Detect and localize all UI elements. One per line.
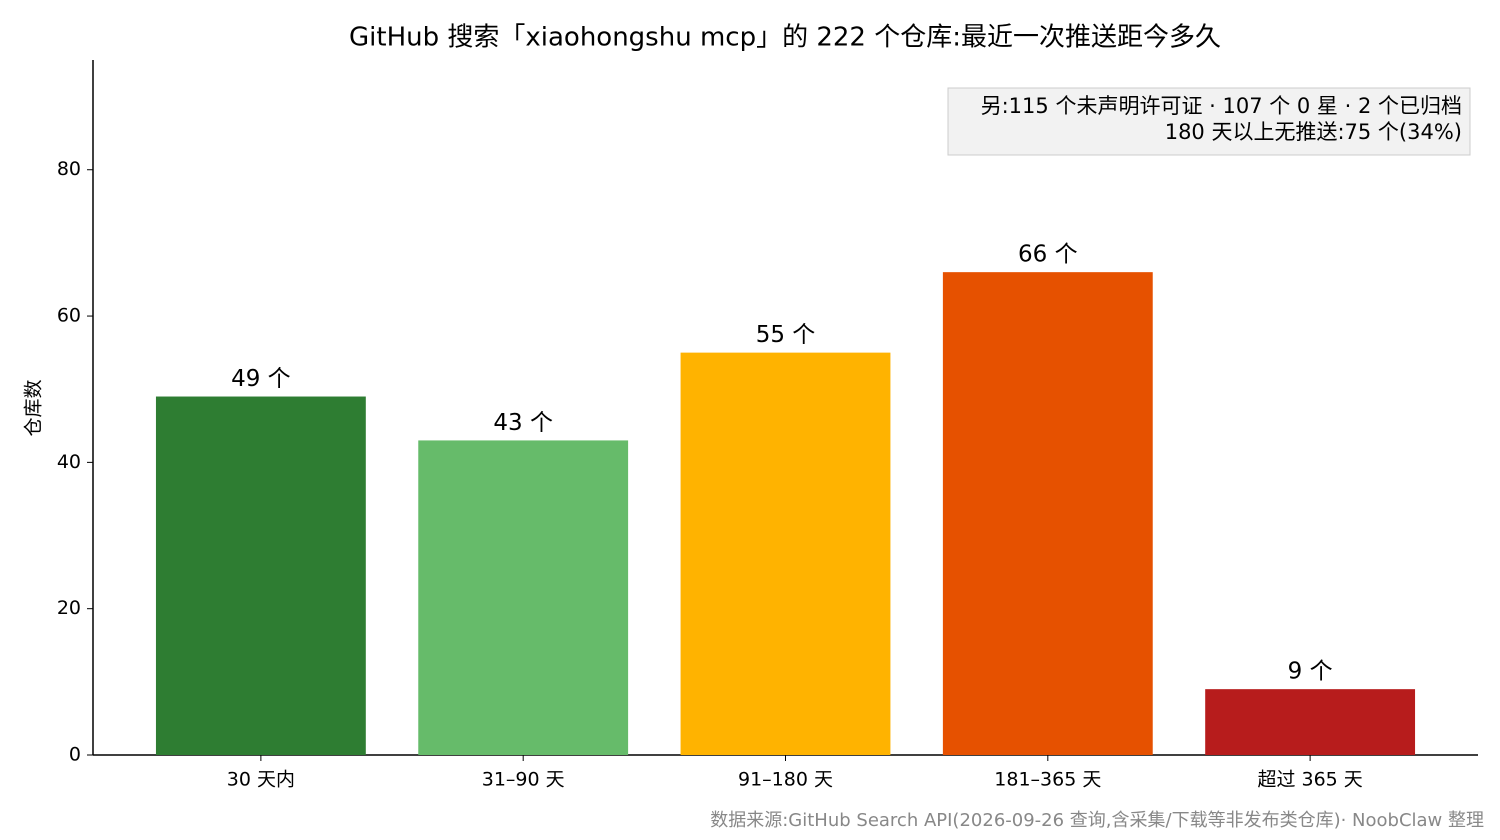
y-tick-label: 60 bbox=[57, 305, 81, 327]
value-label: 43 个 bbox=[493, 410, 553, 436]
value-label: 49 个 bbox=[231, 366, 291, 392]
y-tick-label: 0 bbox=[69, 744, 81, 766]
bar bbox=[155, 396, 366, 755]
y-tick-label: 40 bbox=[57, 451, 81, 473]
chart-title: GitHub 搜索「xiaohongshu mcp」的 222 个仓库:最近一次… bbox=[349, 23, 1221, 53]
x-tick-label: 181–365 天 bbox=[994, 769, 1101, 791]
value-label: 66 个 bbox=[1018, 242, 1078, 268]
x-tick-label: 超过 365 天 bbox=[1257, 769, 1362, 791]
y-tick-label: 80 bbox=[57, 158, 81, 180]
bar bbox=[680, 352, 891, 755]
bar bbox=[1205, 689, 1416, 755]
y-tick-label: 20 bbox=[57, 597, 81, 619]
annotation-box bbox=[947, 87, 1471, 156]
bar bbox=[418, 440, 629, 755]
annotation: 180 天以上无推送:75 个(34%) bbox=[1165, 120, 1462, 144]
source-note: 数据来源:GitHub Search API(2026-09-26 查询,含采集… bbox=[710, 810, 1484, 831]
value-label: 55 个 bbox=[756, 322, 816, 348]
value-label: 9 个 bbox=[1288, 659, 1333, 685]
bar bbox=[942, 272, 1153, 755]
annotation: 另:115 个未声明许可证 · 107 个 0 星 · 2 个已归档 bbox=[981, 94, 1462, 118]
x-tick-label: 31–90 天 bbox=[482, 769, 565, 791]
y-axis-label: 仓库数 bbox=[23, 379, 45, 436]
x-tick-label: 91–180 天 bbox=[738, 769, 833, 791]
x-tick-label: 30 天内 bbox=[227, 769, 295, 791]
